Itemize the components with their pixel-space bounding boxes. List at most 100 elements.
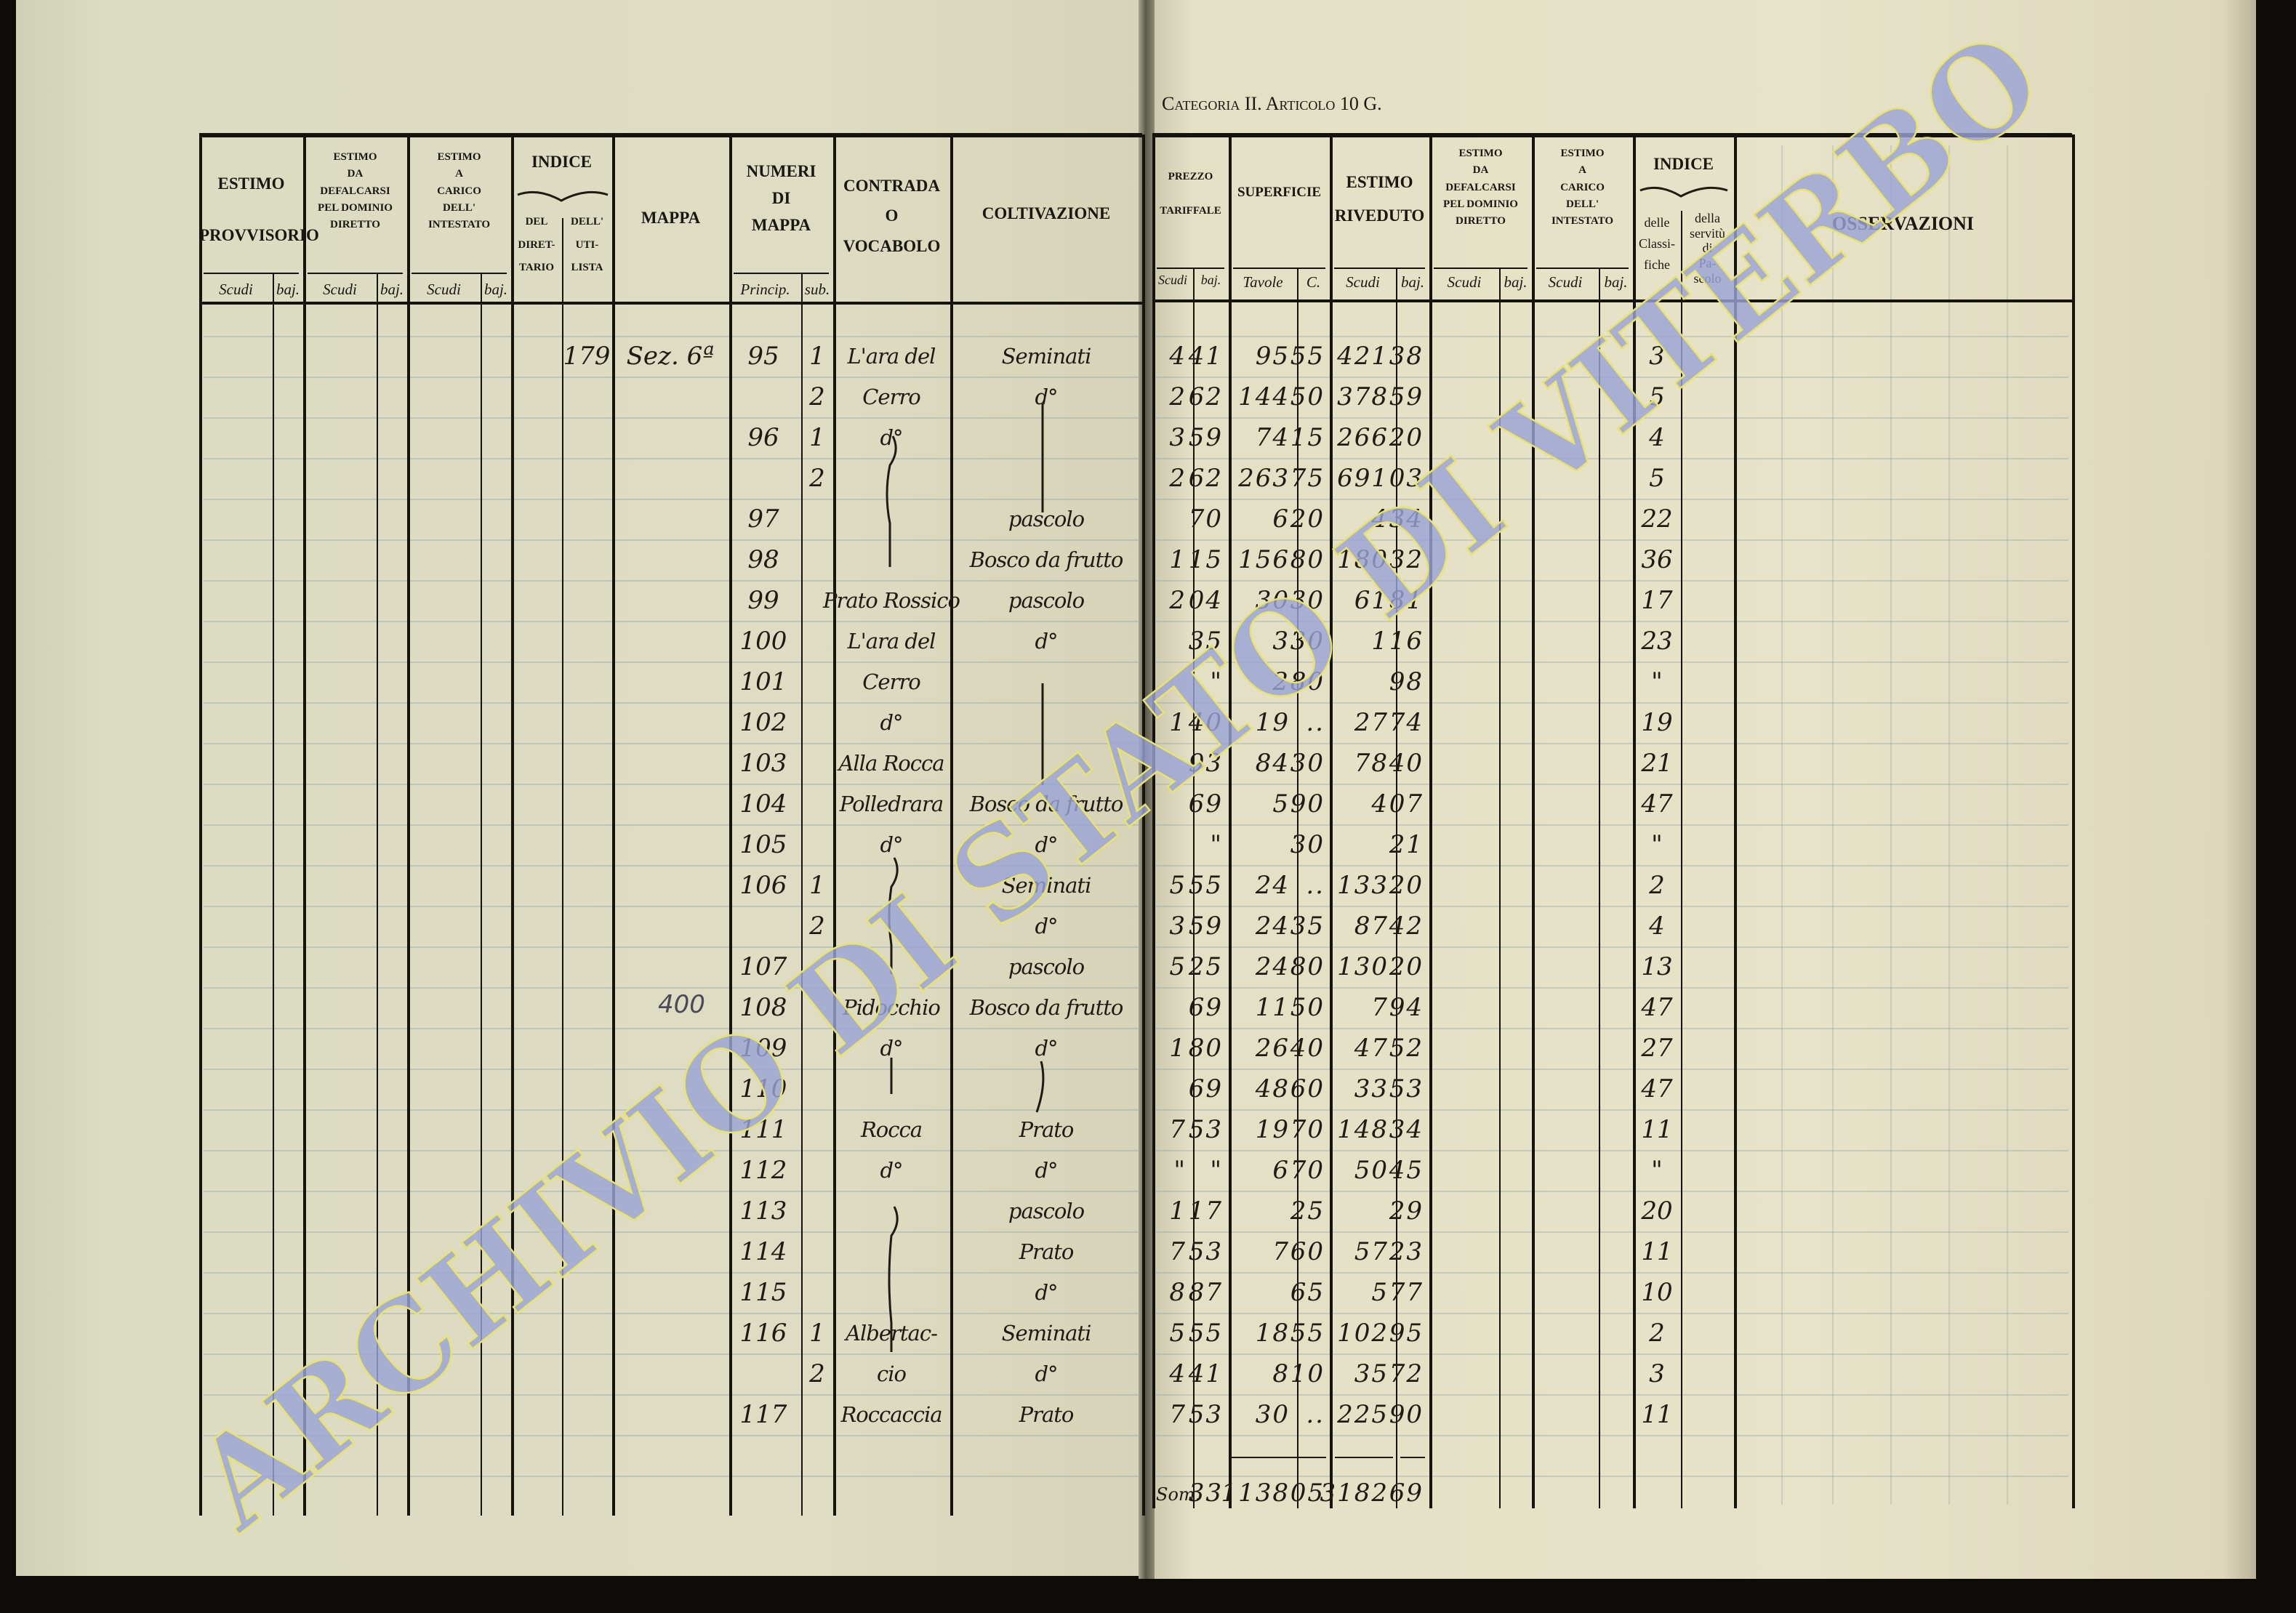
contrada-cell: d°	[880, 832, 903, 857]
est-baj-cell: 38	[1389, 342, 1424, 371]
column-rule	[1499, 269, 1501, 1508]
prezzo-scudi-cell: 5	[1169, 1319, 1187, 1348]
contrada-cell: Pidocchio	[843, 995, 941, 1020]
prezzo-baj-cell: 17	[1188, 1196, 1223, 1226]
est-scudi-cell: 87	[1354, 912, 1389, 941]
prezzo-baj-cell: 04	[1188, 586, 1223, 615]
classi-cell: 47	[1641, 789, 1673, 818]
prezzo-baj-cell: 69	[1188, 789, 1223, 818]
coltivazione-cell: Bosco da frutto	[969, 995, 1124, 1020]
est-scudi-cell: 50	[1354, 1156, 1389, 1185]
c-cell: 80	[1290, 952, 1325, 981]
ruled-line	[1156, 1353, 2068, 1355]
est-scudi-cell: 180	[1337, 545, 1389, 574]
prezzo-scudi-cell: 3	[1169, 423, 1187, 452]
classi-cell: "	[1651, 667, 1663, 696]
est-baj-cell: 03	[1389, 464, 1424, 493]
header-numeri-mappa: NUMERI DI MAPPA	[746, 162, 816, 234]
ruled-line	[1156, 784, 2068, 785]
header-sub: sub.	[804, 281, 830, 298]
c-cell: 80	[1290, 545, 1325, 574]
est-scudi-cell: 61	[1354, 586, 1389, 615]
prezzo-baj-cell: "	[1210, 667, 1223, 696]
prezzo-baj-cell: 80	[1188, 1034, 1223, 1063]
ruled-line	[204, 377, 1139, 378]
est-baj-cell: 74	[1389, 708, 1424, 737]
contrada-cell: Roccaccia	[840, 1402, 942, 1427]
row-rule	[734, 273, 829, 274]
coltivazione-cell: Seminati	[1001, 873, 1092, 898]
column-rule	[1152, 134, 1155, 1508]
column-rule	[1193, 269, 1195, 1508]
est-baj-cell: 16	[1389, 627, 1424, 656]
tavole-cell: 6	[1272, 1156, 1290, 1185]
classi-cell: 4	[1649, 423, 1665, 452]
ruled-line	[204, 499, 1139, 500]
ruled-line	[1156, 336, 2068, 337]
princip-cell: 100	[739, 627, 787, 656]
princip-cell: 114	[739, 1237, 787, 1266]
ruled-line	[204, 865, 1139, 866]
est-baj-cell: 52	[1389, 1034, 1424, 1063]
tavole-cell: 3	[1272, 627, 1290, 656]
ruled-line	[1156, 1150, 2068, 1151]
ruled-line	[1781, 145, 1783, 1505]
prezzo-scudi-cell: 1	[1169, 1196, 1187, 1226]
classi-cell: 11	[1641, 1237, 1673, 1266]
est-scudi-cell: 57	[1354, 1237, 1389, 1266]
princip-cell: 105	[739, 830, 787, 859]
sub-cell: 1	[809, 871, 825, 900]
c-cell: 80	[1290, 667, 1325, 696]
ruled-line	[204, 1109, 1139, 1111]
est-baj-cell: 20	[1389, 423, 1424, 452]
prezzo-baj-cell: 53	[1188, 1237, 1223, 1266]
prezzo-baj-cell: 53	[1188, 1400, 1223, 1429]
column-rule	[1297, 269, 1298, 1508]
ditto-stroke	[1035, 1061, 1045, 1113]
coltivazione-cell: Seminati	[1001, 344, 1092, 369]
classi-cell: 4	[1649, 912, 1665, 941]
tavole-cell: 48	[1255, 1074, 1290, 1103]
classi-cell: 36	[1641, 545, 1673, 574]
coltivazione-cell: pascolo	[1008, 507, 1085, 531]
column-rule	[1734, 134, 1737, 1508]
est-baj-cell: 34	[1389, 504, 1424, 534]
ruled-line	[204, 1476, 1139, 1477]
header-scudi: Scudi	[323, 281, 357, 298]
prezzo-scudi-cell: 1	[1169, 545, 1187, 574]
category-heading: Categoria II. Articolo 10 G.	[1162, 93, 1382, 114]
c-cell: 90	[1290, 789, 1325, 818]
ruled-line	[204, 336, 1139, 337]
classi-cell: "	[1651, 1156, 1663, 1185]
classi-cell: 2	[1649, 1319, 1665, 1348]
ruled-line	[1156, 702, 2068, 704]
est-baj-cell: 77	[1389, 1278, 1424, 1307]
row-rule	[1334, 268, 1425, 269]
est-scudi-cell: 691	[1337, 464, 1389, 493]
ruled-line	[204, 824, 1139, 826]
classi-cell: 10	[1641, 1278, 1673, 1307]
tavole-cell: 74	[1255, 423, 1290, 452]
ruled-line	[1156, 1313, 2068, 1314]
header-osservazioni: OSSERVAZIONI	[1831, 213, 1975, 234]
est-baj-cell: 81	[1389, 586, 1424, 615]
classi-cell: 47	[1641, 1074, 1673, 1103]
sub-cell: 2	[809, 382, 825, 411]
contrada-cell: Cerro	[862, 669, 921, 694]
princip-cell: 95	[747, 342, 779, 371]
prezzo-baj-cell: 59	[1188, 912, 1223, 941]
ruled-line	[1156, 824, 2068, 826]
sub-cell: 1	[809, 423, 825, 452]
est-baj-cell: 45	[1389, 1156, 1424, 1185]
total-c: 05	[1290, 1479, 1325, 1508]
ruled-line	[1156, 1028, 2068, 1029]
princip-cell: 113	[739, 1196, 787, 1226]
row-rule	[1434, 268, 1528, 269]
princip-cell: 108	[739, 993, 787, 1022]
column-rule	[1599, 269, 1600, 1508]
prezzo-scudi-cell: 4	[1169, 342, 1187, 371]
header-tavole: Tavole	[1243, 273, 1283, 291]
prezzo-baj-cell: 70	[1188, 504, 1223, 534]
coltivazione-cell: Prato	[1019, 1239, 1075, 1264]
classi-cell: 20	[1641, 1196, 1673, 1226]
